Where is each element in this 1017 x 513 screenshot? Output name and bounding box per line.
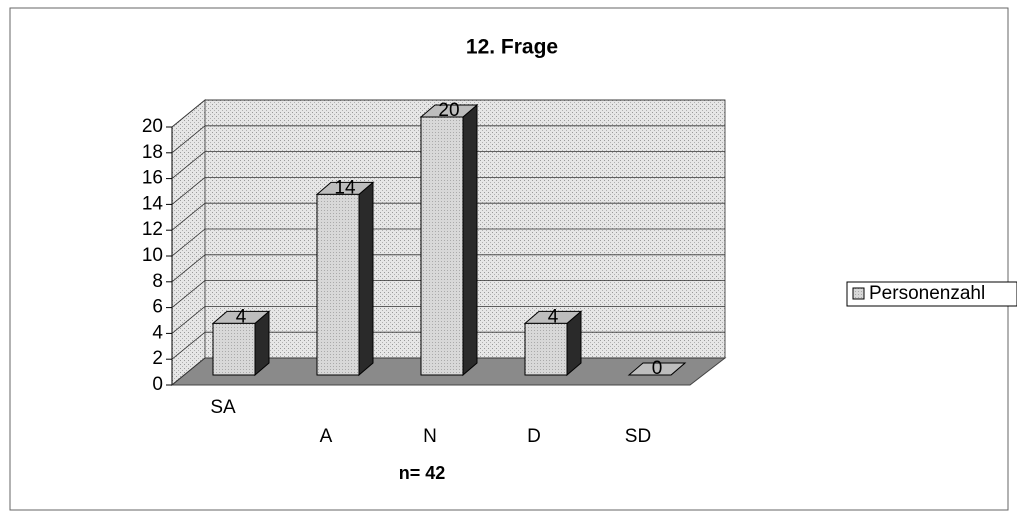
data-label: 0 bbox=[652, 358, 663, 379]
grid-line bbox=[171, 280, 206, 308]
legend bbox=[846, 281, 1017, 307]
grid-line bbox=[171, 99, 206, 128]
grid-line bbox=[171, 151, 206, 179]
bar bbox=[524, 322, 568, 376]
bar-side bbox=[358, 181, 374, 377]
x-tick-label: A bbox=[320, 426, 333, 447]
data-label: 20 bbox=[438, 100, 459, 121]
x-axis-label: n= 42 bbox=[399, 463, 446, 483]
y-tick-label: 18 bbox=[142, 142, 163, 163]
grid-line bbox=[171, 125, 206, 154]
bar bbox=[212, 322, 256, 376]
grid-line bbox=[171, 357, 206, 386]
bar bbox=[316, 193, 360, 376]
y-tick-label: 14 bbox=[142, 193, 164, 214]
y-tick-label: 20 bbox=[142, 116, 163, 137]
x-tick-label: N bbox=[423, 426, 437, 447]
y-tick-label: 8 bbox=[152, 271, 163, 292]
y-tick-label: 2 bbox=[152, 348, 163, 369]
y-tick-label: 6 bbox=[152, 297, 163, 318]
y-tick-label: 12 bbox=[142, 219, 163, 240]
y-tick-label: 4 bbox=[152, 322, 163, 343]
grid-line bbox=[171, 331, 206, 360]
grid-line bbox=[171, 254, 206, 283]
y-tick-label: 0 bbox=[152, 374, 163, 395]
bar bbox=[420, 116, 464, 376]
legend-swatch bbox=[852, 287, 865, 300]
bar-side bbox=[462, 103, 478, 377]
grid-line bbox=[171, 177, 206, 205]
chart-title: 12. Frage bbox=[466, 36, 558, 59]
data-label: 14 bbox=[334, 177, 356, 198]
y-tick-label: 10 bbox=[142, 245, 163, 266]
y-tick-label: 16 bbox=[142, 168, 163, 189]
grid-line bbox=[171, 202, 206, 231]
x-tick-label: SA bbox=[210, 397, 236, 418]
legend-label: Personenzahl bbox=[869, 283, 985, 304]
data-label: 4 bbox=[236, 306, 247, 327]
bar-top bbox=[627, 362, 687, 376]
grid-line bbox=[171, 306, 206, 334]
data-label: 4 bbox=[548, 306, 559, 327]
x-tick-label: SD bbox=[625, 426, 651, 447]
x-tick-label: D bbox=[527, 426, 541, 447]
grid-line bbox=[171, 228, 206, 257]
chart-border bbox=[9, 7, 1009, 511]
